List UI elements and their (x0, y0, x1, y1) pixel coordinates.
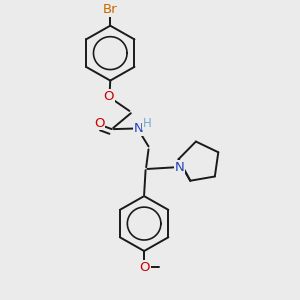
Text: N: N (133, 122, 143, 135)
Text: Br: Br (103, 3, 118, 16)
Text: O: O (103, 90, 114, 103)
Text: O: O (140, 261, 150, 274)
Text: H: H (143, 117, 152, 130)
Text: O: O (94, 117, 105, 130)
Text: N: N (175, 161, 184, 174)
